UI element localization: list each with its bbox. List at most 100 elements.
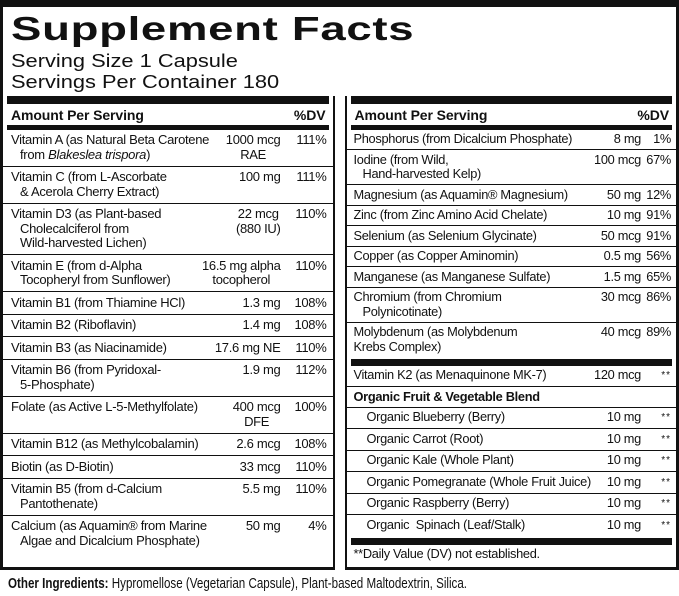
nutrient-amount: 8 mg xyxy=(613,131,642,147)
nutrient-name: Organic Spinach (Leaf/Stalk) xyxy=(366,516,526,532)
nutrient-amount: 10 mg xyxy=(606,495,641,511)
other-ingredients-label: Other Ingredients: xyxy=(8,576,109,593)
nutrient-row: Zinc (from Zinc Amino Acid Chelate) 10 mg… xyxy=(346,204,676,226)
nutrient-dv: 56% xyxy=(646,248,671,264)
nutrient-name: Selenium (as Selenium Glycinate) xyxy=(353,227,537,243)
nutrient-dv: 65% xyxy=(646,268,671,284)
nutrient-name: Vitamin K2 (as Menaquinone MK-7) xyxy=(353,367,547,383)
nutrient-dv: ** xyxy=(661,370,671,382)
nutrient-dv: ** xyxy=(661,476,671,488)
nutrient-dv: 91% xyxy=(646,227,671,243)
nutrient-dv: 111% xyxy=(296,132,327,148)
nutrient-dv: 4% xyxy=(308,518,327,534)
serving-size: Serving Size 1 Capsule xyxy=(11,49,238,71)
nutrient-name: Vitamin B5 (from d-Calcium Pantothenate) xyxy=(11,481,162,511)
nutrient-amount: 17.6 mg NE xyxy=(214,339,281,355)
nutrient-name: Magnesium (as Aquamin® Magnesium) xyxy=(353,186,569,202)
nutrient-name: Chromium (from Chromium Polynicotinate) xyxy=(353,289,502,319)
nutrient-row: Vitamin B12 (as Methylcobalamin) 2.6 mcg 1… xyxy=(3,432,333,456)
nutrient-row: Vitamin A (as Natural Beta Carotene from … xyxy=(3,130,333,166)
nutrient-dv: 108% xyxy=(294,294,327,310)
nutrient-amount: 50 mg xyxy=(245,518,281,534)
nutrient-row: Organic Blueberry (Berry) 10 mg ** xyxy=(346,406,676,429)
facts-columns: Amount Per Serving %DV Vitamin A (as Nat… xyxy=(3,95,677,571)
nutrient-dv: 108% xyxy=(294,317,327,333)
nutrient-dv: 110% xyxy=(295,458,327,474)
nutrient-row: Copper (as Copper Aminomin) 0.5 mg 56% xyxy=(346,245,676,267)
column-header-bar xyxy=(350,124,672,130)
facts-column-left: Amount Per Serving %DV Vitamin A (as Nat… xyxy=(3,95,335,571)
nutrient-amount: 22 mcg (880 IU) xyxy=(235,206,281,236)
nutrient-dv: 110% xyxy=(295,339,327,355)
nutrient-name: Organic Blueberry (Berry) xyxy=(366,409,506,425)
nutrient-amount: 33 mcg xyxy=(239,458,281,474)
dv-header-label: %DV xyxy=(637,106,669,123)
column-top-bar xyxy=(7,95,329,104)
nutrient-row: Vitamin B6 (from Pyridoxal- 5-Phosphate) 1… xyxy=(3,358,333,396)
nutrient-row: Organic Pomegranate (Whole Fruit Juice) 1… xyxy=(346,471,676,493)
nutrient-dv: 91% xyxy=(646,207,671,223)
nutrient-amount: 10 mg xyxy=(606,452,641,468)
nutrient-amount: 100 mcg xyxy=(594,151,641,167)
nutrient-row: Organic Kale (Whole Plant) 10 mg ** xyxy=(346,449,676,472)
divider-bar xyxy=(350,537,672,545)
nutrient-amount: 1.3 mg xyxy=(242,294,281,310)
nutrient-row: Chromium (from Chromium Polynicotinate) 30… xyxy=(346,286,676,322)
nutrient-dv: 89% xyxy=(646,324,671,340)
nutrient-dv: 112% xyxy=(295,362,327,378)
nutrient-amount: 1000 mcg RAE xyxy=(225,132,281,162)
nutrient-dv: 1% xyxy=(653,131,671,147)
nutrient-amount: 10 mg xyxy=(606,516,641,532)
label-title: Supplement Facts xyxy=(11,10,415,47)
nutrient-name: Phosphorus (from Dicalcium Phosphate) xyxy=(353,131,573,147)
nutrient-name: Vitamin B1 (from Thiamine HCl) xyxy=(11,294,186,310)
nutrient-rows-left: Vitamin A (as Natural Beta Carotene from … xyxy=(3,130,333,552)
nutrient-amount: 0.5 mg xyxy=(603,248,642,264)
nutrient-name: Organic Pomegranate (Whole Fruit Juice) xyxy=(366,473,592,489)
divider-bar xyxy=(350,358,672,366)
nutrient-dv: 110% xyxy=(295,257,327,273)
nutrient-dv: 108% xyxy=(294,436,327,452)
nutrient-row: Selenium (as Selenium Glycinate) 50 mcg 91… xyxy=(346,225,676,246)
nutrient-name: Organic Fruit & Vegetable Blend xyxy=(353,388,541,404)
nutrient-name: Vitamin A (as Natural Beta Carotene from … xyxy=(11,132,210,162)
nutrient-amount: 1.9 mg xyxy=(242,362,281,378)
label-bordered-area: Supplement Facts Serving Size 1 Capsule … xyxy=(0,0,679,571)
other-ingredients-text: Hypromellose (Vegetarian Capsule), Plant… xyxy=(108,576,468,593)
nutrient-name: Iodine (from Wild, Hand-harvested Kelp) xyxy=(353,151,482,182)
nutrient-amount: 10 mg xyxy=(606,409,641,425)
nutrient-name: Vitamin D3 (as Plant-based Cholecalcifero… xyxy=(11,206,162,251)
nutrient-row: Organic Carrot (Root) 10 mg ** xyxy=(346,428,676,450)
nutrient-dv: ** xyxy=(661,498,671,510)
column-gap xyxy=(335,96,345,571)
nutrient-name: Vitamin B6 (from Pyridoxal- 5-Phosphate) xyxy=(11,362,161,392)
nutrient-dv: 86% xyxy=(646,289,671,305)
nutrient-name: Manganese (as Manganese Sulfate) xyxy=(353,268,551,284)
nutrient-row: Vitamin B3 (as Niacinamide) 17.6 mg NE 110… xyxy=(3,336,333,359)
column-header: Amount Per Serving %DV xyxy=(347,104,677,125)
nutrient-row: Folate (as Active L-5-Methylfolate) 400 m… xyxy=(3,395,333,433)
nutrient-name: Vitamin C (from L-Ascorbate & Acerola Che… xyxy=(11,169,167,199)
nutrient-amount: 10 mg xyxy=(606,430,641,446)
nutrient-name: **Daily Value (DV) not established. xyxy=(353,546,541,562)
nutrient-amount: 120 mcg xyxy=(594,367,641,383)
nutrient-name: Organic Carrot (Root) xyxy=(366,430,484,446)
column-top-bar xyxy=(350,95,672,104)
amount-per-serving-label: Amount Per Serving xyxy=(11,106,144,123)
nutrient-dv: 110% xyxy=(295,481,327,497)
nutrient-row: Vitamin B1 (from Thiamine HCl) 1.3 mg 108% xyxy=(3,291,333,314)
facts-column-right: Amount Per Serving %DV Phosphorus (from … xyxy=(344,95,677,571)
servings-per-container: Servings Per Container 180 xyxy=(11,71,280,93)
nutrient-row: Manganese (as Manganese Sulfate) 1.5 mg 65… xyxy=(346,266,676,287)
nutrient-amount: 1.4 mg xyxy=(242,317,281,333)
blend-header-row: Organic Fruit & Vegetable Blend xyxy=(346,386,676,407)
nutrient-name: Vitamin B2 (Riboflavin) xyxy=(11,317,137,333)
label-header: Supplement Facts Serving Size 1 Capsule … xyxy=(3,7,676,96)
nutrient-dv: ** xyxy=(661,412,671,424)
nutrient-name: Vitamin B12 (as Methylcobalamin) xyxy=(11,436,199,452)
nutrient-row: Vitamin B5 (from d-Calcium Pantothenate) 5… xyxy=(3,477,333,515)
nutrient-row: Vitamin E (from d-Alpha Tocopheryl from S… xyxy=(3,254,333,291)
nutrient-amount: 50 mcg xyxy=(600,227,641,243)
nutrient-row: Organic Spinach (Leaf/Stalk) 10 mg ** xyxy=(346,514,676,536)
nutrient-name: Organic Kale (Whole Plant) xyxy=(366,452,515,468)
